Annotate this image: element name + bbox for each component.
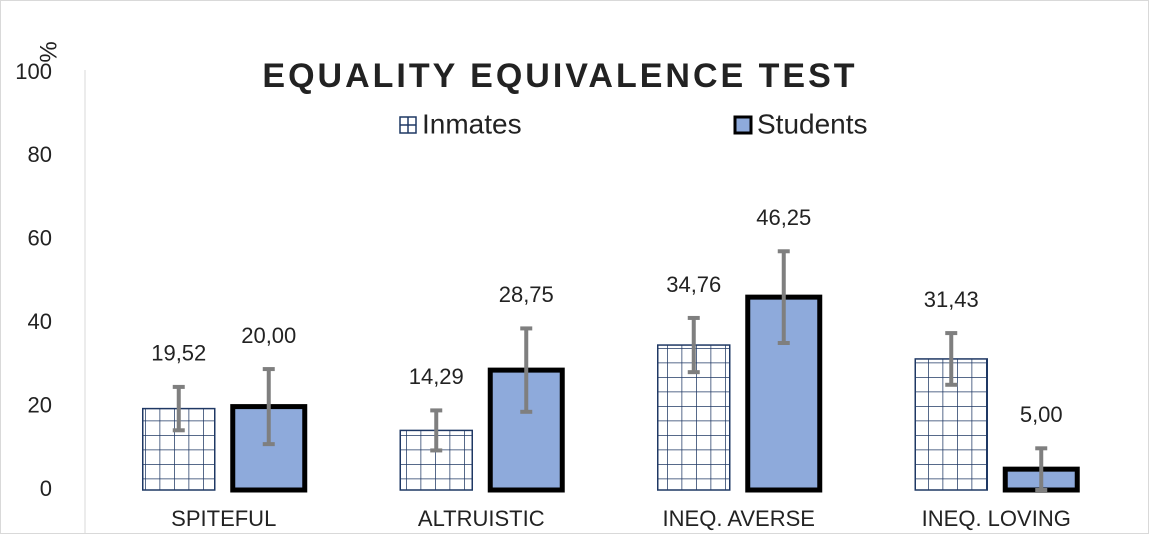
y-tick-label: 100 [15,59,52,84]
legend-label: Inmates [422,108,522,139]
value-label: 46,25 [756,205,811,230]
chart-title: EQUALITY EQUIVALENCE TEST [262,57,857,95]
value-label: 14,29 [409,364,464,389]
value-label: 28,75 [499,282,554,307]
y-tick-label: 80 [28,142,52,167]
y-tick-label: 20 [28,392,52,417]
y-tick-label: 0 [40,476,52,501]
value-label: 31,43 [924,287,979,312]
value-label: 19,52 [151,341,206,366]
y-tick-label: 60 [28,226,52,251]
x-tick-label: INEQ. LOVING [922,506,1071,531]
value-label: 34,76 [666,272,721,297]
value-label: 20,00 [241,323,296,348]
x-tick-label: ALTRUISTIC [418,506,545,531]
legend-label: Students [757,108,868,139]
legend-swatch [733,115,753,135]
y-axis-label: % [35,41,62,62]
value-label: 5,00 [1020,402,1063,427]
x-tick-label: INEQ. AVERSE [663,506,815,531]
x-tick-label: SPITEFUL [171,506,276,531]
y-tick-label: 40 [28,309,52,334]
